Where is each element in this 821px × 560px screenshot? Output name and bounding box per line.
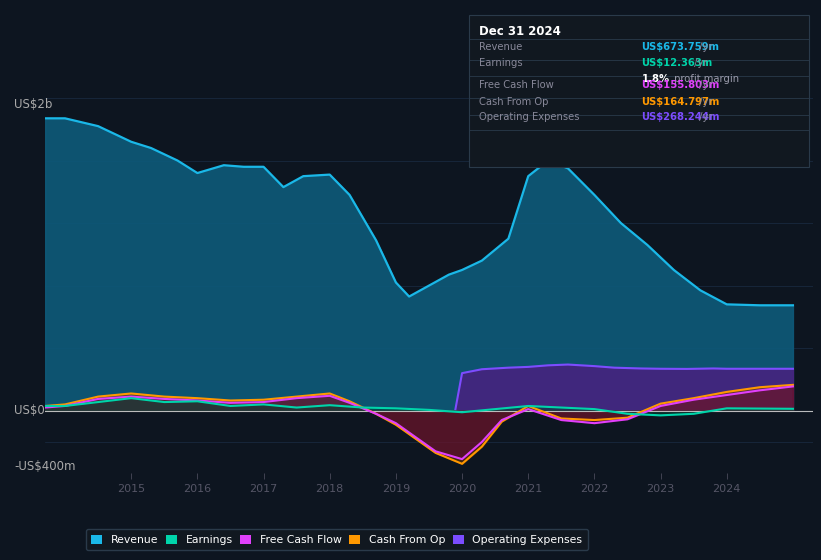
Text: profit margin: profit margin (671, 74, 739, 84)
Text: Cash From Op: Cash From Op (479, 97, 548, 107)
Text: /yr: /yr (695, 80, 712, 90)
Text: Earnings: Earnings (479, 58, 522, 68)
Text: /yr: /yr (695, 113, 712, 123)
Text: US$2b: US$2b (15, 98, 53, 111)
Text: Revenue: Revenue (479, 42, 522, 52)
Text: /yr: /yr (690, 58, 707, 68)
Legend: Revenue, Earnings, Free Cash Flow, Cash From Op, Operating Expenses: Revenue, Earnings, Free Cash Flow, Cash … (86, 529, 588, 550)
Text: US$12.363m: US$12.363m (641, 58, 713, 68)
Text: 1.8%: 1.8% (641, 74, 670, 84)
Text: US$155.803m: US$155.803m (641, 80, 720, 90)
Text: /yr: /yr (695, 42, 712, 52)
Text: US$0: US$0 (15, 404, 45, 417)
Text: US$164.797m: US$164.797m (641, 97, 720, 107)
Text: /yr: /yr (695, 97, 712, 107)
Text: Dec 31 2024: Dec 31 2024 (479, 25, 561, 38)
Text: -US$400m: -US$400m (15, 460, 76, 473)
Text: US$268.244m: US$268.244m (641, 113, 720, 123)
Text: US$673.759m: US$673.759m (641, 42, 719, 52)
Text: Operating Expenses: Operating Expenses (479, 113, 580, 123)
Text: Free Cash Flow: Free Cash Flow (479, 80, 553, 90)
